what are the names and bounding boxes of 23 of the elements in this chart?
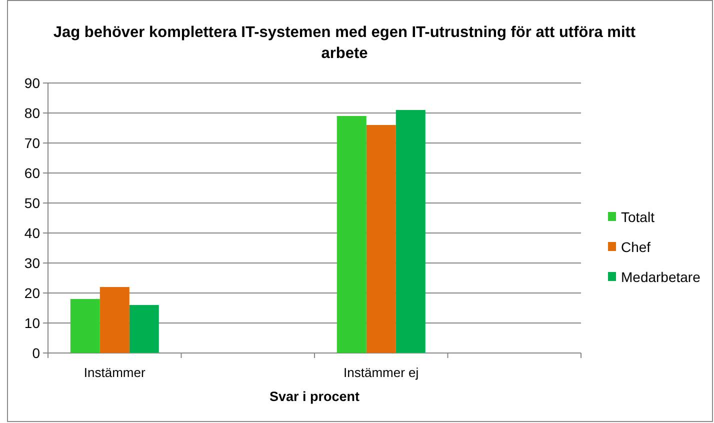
bar — [100, 287, 130, 353]
x-tick-label: Instämmer ej — [344, 365, 419, 380]
legend-label: Medarbetare — [621, 268, 701, 285]
bar — [336, 116, 366, 353]
y-tick-label: 80 — [24, 104, 40, 121]
legend-label: Chef — [621, 238, 651, 255]
bar — [70, 299, 100, 353]
y-tick-label: 30 — [24, 254, 40, 271]
y-tick-label: 20 — [24, 284, 40, 301]
chart-title: Jag behöver komplettera IT-systemen med egen IT-utrustning för att utföra mitt arbete — [53, 24, 636, 62]
x-axis-title: Svar i procent — [269, 389, 360, 404]
bar — [396, 110, 426, 353]
y-tick-label: 70 — [24, 134, 40, 151]
y-tick-label: 10 — [24, 314, 40, 331]
bar — [129, 305, 159, 353]
bar — [366, 125, 396, 353]
y-tick-label: 0 — [32, 344, 40, 361]
y-tick-label: 60 — [24, 164, 40, 181]
legend-label: Totalt — [621, 208, 655, 225]
x-tick-label: Instämmer — [84, 365, 146, 380]
y-tick-label: 40 — [24, 224, 40, 241]
y-tick-label: 50 — [24, 194, 40, 211]
y-tick-label: 90 — [24, 74, 40, 91]
